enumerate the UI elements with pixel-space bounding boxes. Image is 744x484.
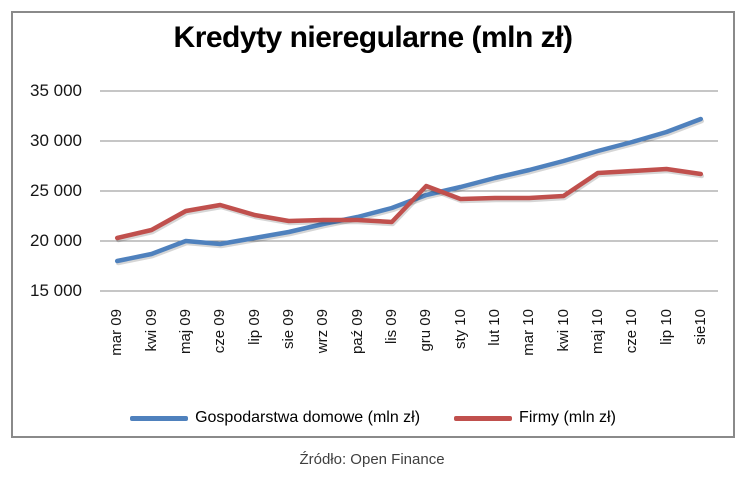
y-axis-tick-label: 35 000 (30, 81, 82, 100)
series-line-0 (114, 116, 704, 264)
x-axis-tick-label: lip 10 (657, 309, 675, 345)
blue-line-swatch-icon (130, 415, 189, 421)
legend-label-firms: Firmy (mln zł) (519, 409, 616, 426)
x-axis-tick-label: lut 10 (485, 309, 503, 346)
x-axis-tick-label: gru 09 (417, 309, 435, 352)
y-axis-tick-label: 25 000 (30, 181, 82, 200)
x-axis-tick-label: sty 10 (451, 309, 469, 350)
legend-item-households: Gospodarstwa domowe (mln zł) (130, 409, 420, 427)
legend: Gospodarstwa domowe (mln zł) Firmy (mln … (13, 405, 733, 431)
x-axis: mar 09 kwi 09 maj 09 cze 09 lip 09 sie 09 wrz … (100, 309, 718, 401)
x-axis-tick-label: wrz 09 (314, 309, 332, 354)
y-axis-tick-label: 15 000 (30, 281, 82, 300)
red-line-swatch-icon (454, 415, 513, 421)
x-axis-tick-label: sie10 (691, 309, 709, 345)
x-axis-tick-label: paź 09 (348, 309, 366, 355)
y-axis-tick-label: 20 000 (30, 231, 82, 250)
x-axis-tick-label: mar 10 (520, 309, 538, 356)
x-axis-tick-label: maj 10 (588, 309, 606, 355)
y-axis: 35 000 30 000 25 000 20 000 15 000 (13, 81, 92, 300)
legend-item-firms: Firmy (mln zł) (454, 409, 616, 427)
plot-area (100, 90, 718, 292)
line-chart-canvas (100, 90, 718, 292)
x-axis-tick-label: lip 09 (245, 309, 263, 345)
chart-title: Kredyty nieregularne (mln zł) (173, 21, 573, 54)
x-axis-tick-label: mar 09 (108, 309, 126, 356)
x-axis-tick-label: kwi 09 (142, 309, 160, 352)
series-line-1 (114, 166, 704, 241)
x-axis-tick-label: sie 09 (279, 309, 297, 350)
chart-frame: Kredyty nieregularne (mln zł) 35 000 30 0… (11, 11, 735, 438)
x-axis-tick-label: maj 09 (176, 309, 194, 355)
y-axis-tick-label: 30 000 (30, 131, 82, 150)
x-axis-tick-label: cze 10 (623, 309, 641, 354)
x-axis-tick-label: kwi 10 (554, 309, 572, 352)
x-axis-tick-label: lis 09 (382, 309, 400, 345)
source-caption: Źródło: Open Finance (299, 451, 445, 468)
x-axis-tick-label: cze 09 (211, 309, 229, 354)
legend-label-households: Gospodarstwa domowe (mln zł) (195, 409, 421, 426)
